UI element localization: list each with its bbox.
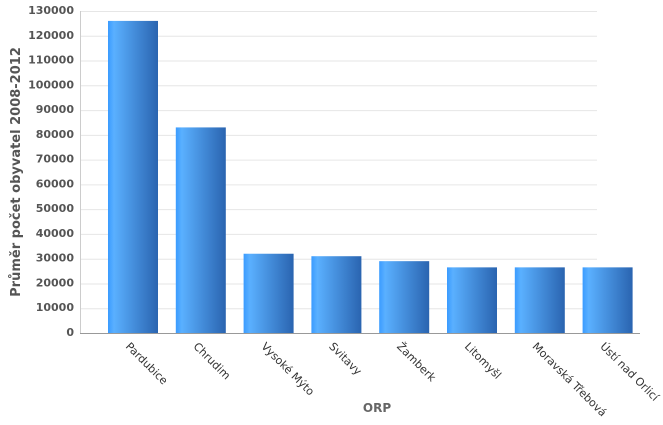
bar [447, 267, 497, 333]
x-tick-label: Litomyšl [462, 340, 504, 382]
y-tick-label: 60000 [36, 177, 75, 190]
bar [243, 253, 294, 333]
y-tick-label: 40000 [36, 227, 75, 240]
y-tick-label: 110000 [28, 54, 74, 67]
bar [582, 267, 633, 333]
x-tick-label: Vysoké Mýto [258, 340, 317, 399]
bar [175, 127, 226, 334]
y-tick-label: 10000 [36, 301, 75, 314]
x-tick-label: Ústí nad Orlicí [597, 340, 661, 404]
y-tick-label: 100000 [28, 78, 74, 91]
y-axis-label: Průměr počet obyvatel 2008-2012 [9, 47, 24, 297]
y-tick-label: 50000 [36, 202, 75, 215]
bar [108, 20, 158, 334]
x-tick-label: Žamberk [394, 340, 439, 385]
y-tick-label: 90000 [36, 103, 75, 116]
x-tick-label: Moravská Třebová [530, 340, 609, 419]
y-tick-label: 120000 [28, 29, 74, 42]
x-tick-label: Svitavy [326, 340, 364, 378]
y-tick-label: 20000 [36, 276, 75, 289]
x-axis-label: ORP [363, 401, 391, 415]
bar [379, 261, 430, 333]
y-tick-label: 130000 [28, 4, 74, 17]
y-tick-label: 0 [66, 326, 74, 339]
x-tick-label: Pardubice [123, 340, 171, 388]
x-tick-label: Chrudim [191, 340, 233, 382]
y-tick-label: 30000 [36, 252, 75, 265]
bar [514, 267, 565, 333]
y-tick-label: 70000 [36, 153, 75, 166]
bar [311, 256, 362, 333]
y-tick-label: 80000 [36, 128, 75, 141]
